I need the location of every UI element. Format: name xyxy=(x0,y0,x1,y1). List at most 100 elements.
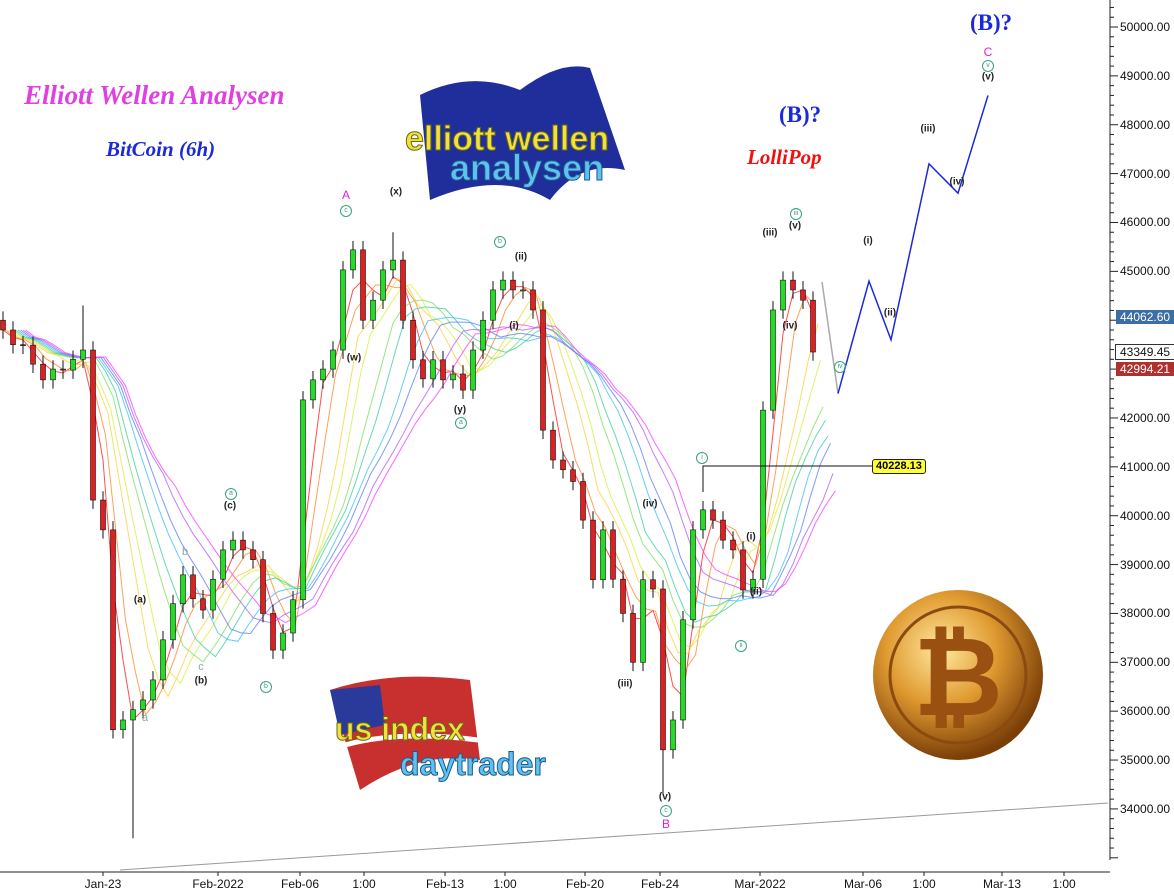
candle-body xyxy=(380,269,386,301)
level-line xyxy=(702,465,872,492)
wave-label: C xyxy=(983,45,993,59)
y-axis-ticks xyxy=(102,6,1118,876)
wave-label: iii xyxy=(790,208,802,220)
candle-body xyxy=(810,299,816,353)
y-tick-label: 34000.00 xyxy=(1120,801,1171,816)
candle-body xyxy=(30,344,36,365)
candle-body xyxy=(670,719,676,751)
x-tick-label: Feb-13 xyxy=(425,877,465,891)
candle-body xyxy=(80,349,86,360)
wave-label: (v) xyxy=(658,791,672,803)
wave-label: b xyxy=(494,236,506,248)
candle-body xyxy=(220,549,226,580)
ma-ribbon xyxy=(2,275,836,721)
candle-body xyxy=(200,598,206,611)
wave-label: (v) xyxy=(981,71,995,83)
x-tick-label: Feb-20 xyxy=(565,877,605,891)
wave-label: c xyxy=(340,205,352,217)
x-tick-label: Feb-24 xyxy=(640,877,680,891)
forecast-connector xyxy=(821,281,839,394)
svg-text:daytrader: daytrader xyxy=(400,746,546,782)
candle-body xyxy=(780,279,786,311)
wave-label: (ii) xyxy=(883,307,897,319)
candle-body xyxy=(270,613,276,651)
chart-subtitle: BitCoin (6h) xyxy=(106,137,216,161)
candle-body xyxy=(360,249,366,321)
wave-label: (iv) xyxy=(642,498,658,510)
candle-body xyxy=(530,289,536,311)
candle-body xyxy=(400,259,406,321)
candles xyxy=(0,232,816,839)
candle-body xyxy=(570,469,576,482)
svg-text:us index: us index xyxy=(335,711,465,747)
candle-body xyxy=(690,529,696,621)
candle-body xyxy=(190,574,196,600)
candle-body xyxy=(770,309,776,411)
x-tick-label: Mar-13 xyxy=(982,877,1022,891)
wave-label: (w) xyxy=(346,352,362,364)
price-tag: 44062.60 xyxy=(1116,310,1174,325)
wave-label: (i) xyxy=(863,235,873,247)
wave-b-top-label: (B)? xyxy=(970,10,1013,35)
wave-label: (ii) xyxy=(749,586,763,598)
x-tick-label: 1:00 xyxy=(493,877,517,891)
price-tag: 43349.45 xyxy=(1115,344,1174,360)
svg-text:analysen: analysen xyxy=(450,147,604,188)
x-tick-label: Mar-06 xyxy=(843,877,883,891)
candle-body xyxy=(470,349,476,391)
candle-body xyxy=(170,603,176,641)
candle-body xyxy=(620,578,626,614)
wave-label: a xyxy=(141,712,149,724)
candle-body xyxy=(160,639,166,681)
candle-body xyxy=(710,509,716,521)
ma-line xyxy=(25,324,836,623)
x-tick-label: Mar-2022 xyxy=(734,877,786,891)
candle-body xyxy=(370,299,376,321)
x-tick-label: Feb-06 xyxy=(280,877,320,891)
wave-label: c xyxy=(198,661,204,673)
candle-body xyxy=(250,549,256,560)
candle-body xyxy=(120,719,126,731)
y-tick-label: 48000.00 xyxy=(1120,117,1171,132)
candle-body xyxy=(600,529,606,581)
trendline xyxy=(119,802,1109,871)
candle-body xyxy=(280,632,286,651)
wave-label: (i) xyxy=(746,531,756,543)
forecast-path xyxy=(837,95,989,394)
candle-body xyxy=(520,289,526,292)
wave-label: a xyxy=(225,488,237,500)
wave-label: (y) xyxy=(453,404,467,416)
wave-label: (iii) xyxy=(920,123,936,135)
bitcoin-coin-logo: ₿ xyxy=(873,590,1043,760)
x-tick-label: 1:00 xyxy=(912,877,936,891)
candle-body xyxy=(60,368,66,371)
candle-body xyxy=(500,279,506,291)
wave-label: (b) xyxy=(194,675,208,687)
wave-label: (iv) xyxy=(782,320,798,332)
y-tick-label: 47000.00 xyxy=(1120,166,1171,181)
candle-body xyxy=(340,269,346,351)
candle-body xyxy=(420,359,426,380)
wave-label: A xyxy=(341,188,351,202)
wave-label: b xyxy=(260,681,272,693)
wave-label: (iv) xyxy=(949,176,965,188)
candle-body xyxy=(700,509,706,531)
wave-label: (c) xyxy=(223,500,237,512)
candle-body xyxy=(460,373,466,391)
candle-body xyxy=(70,359,76,371)
candle-body xyxy=(540,309,546,431)
ma-line xyxy=(22,326,834,624)
candle-body xyxy=(430,359,436,380)
candle-body xyxy=(650,579,656,590)
candle-body xyxy=(110,529,116,731)
candle-body xyxy=(180,574,186,604)
candle-body xyxy=(740,549,746,591)
wave-label: i xyxy=(696,452,708,464)
candle-body xyxy=(210,578,216,611)
wave-label: v xyxy=(982,60,994,72)
lollipop-label: LolliPop xyxy=(747,145,822,169)
y-tick-label: 35000.00 xyxy=(1120,753,1171,768)
wave-label: (iii) xyxy=(617,678,633,690)
candle-body xyxy=(730,539,736,551)
